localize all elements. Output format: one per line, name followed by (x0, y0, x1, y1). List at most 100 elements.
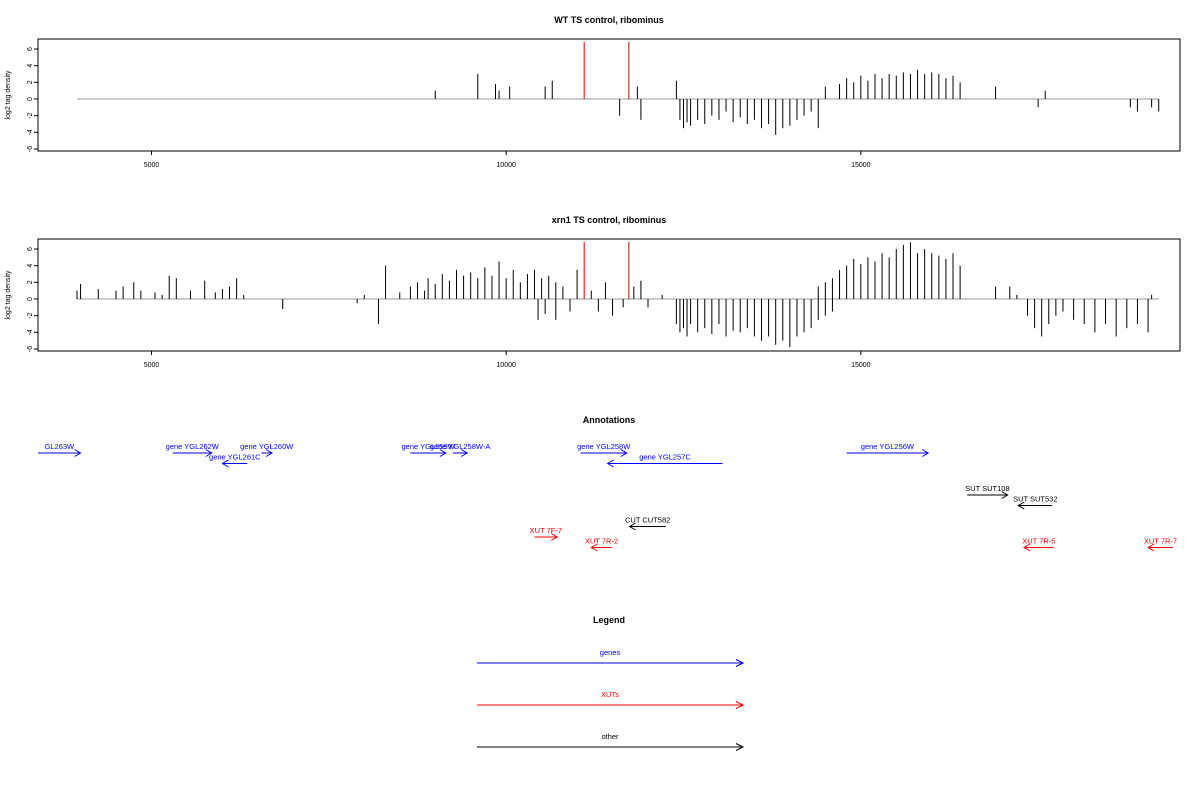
annotation-gene: gene YGL262W (166, 442, 220, 457)
annotations-track: Annotations GL263W gene YGL262W gene YGL26… (38, 415, 1177, 552)
y-tick-label: -6 (27, 146, 34, 152)
panel-wt-y-axis: 6 4 2 0 -2 -4 -6 (27, 47, 38, 152)
arrowhead-icon (74, 449, 82, 457)
y-tick-label: -6 (27, 346, 34, 352)
y-tick-label: -4 (27, 129, 34, 135)
arrowhead-icon (1022, 543, 1031, 552)
legend-items: genes XUTs other (477, 648, 745, 751)
annotation-other: CUT CUT582 (625, 516, 670, 531)
arrowhead-icon (628, 522, 636, 531)
arrowhead-icon (620, 449, 628, 457)
annotations-title: Annotations (583, 415, 636, 425)
arrowhead-icon (921, 449, 930, 457)
arrowhead-icon (439, 449, 447, 457)
annotation-other: SUT SUT108 (965, 484, 1010, 499)
arrowhead-icon (606, 459, 614, 468)
arrowhead-icon (735, 701, 745, 709)
y-tick-label: 4 (27, 64, 34, 68)
y-tick-label: 0 (27, 97, 34, 101)
panel-wt-x-axis: 5000 10000 15000 (144, 151, 871, 169)
legend: Legend genes XUTs other (477, 615, 745, 751)
panel-xrn1-markers (583, 242, 630, 299)
arrowhead-icon (265, 449, 274, 457)
legend-item-other: other (477, 732, 745, 751)
arrowhead-icon (550, 533, 559, 541)
feature-label: gene YGL258W (577, 442, 631, 451)
panel-xrn1-x-axis: 5000 10000 15000 (144, 351, 871, 369)
y-tick-label: 2 (27, 80, 34, 84)
annotation-xut: XUT 7R-2 (585, 537, 618, 552)
feature-label: gene YGL258W-A (430, 442, 491, 451)
arrowhead-icon (221, 459, 229, 468)
x-tick-label: 10000 (496, 162, 516, 169)
legend-item-xut: XUTs (477, 690, 745, 709)
annotation-gene: gene YGL258W-A (430, 442, 491, 457)
panel-wt-bars (434, 69, 1160, 135)
legend-label: other (601, 732, 619, 741)
feature-label: SUT SUT532 (1013, 495, 1057, 504)
y-tick-label: -4 (27, 329, 34, 335)
feature-label: gene YGL260W (240, 442, 294, 451)
annotation-gene: gene YGL257C (606, 453, 723, 468)
feature-label: gene YGL256W (861, 442, 915, 451)
feature-label: gene YGL257C (639, 453, 691, 462)
y-tick-label: 2 (27, 280, 34, 284)
x-tick-label: 5000 (144, 362, 160, 369)
y-tick-label: 6 (27, 47, 34, 51)
arrowhead-icon (1001, 491, 1009, 499)
legend-item-gene: genes (477, 648, 745, 667)
x-tick-label: 10000 (496, 362, 516, 369)
annotation-gene: gene YGL259W (402, 442, 456, 457)
feature-label: gene YGL262W (166, 442, 220, 451)
panel-xrn1-frame (37, 238, 1181, 352)
annotation-gene: GL263W (38, 442, 82, 457)
arrowhead-icon (205, 449, 213, 457)
legend-label: genes (600, 648, 621, 657)
x-tick-label: 15000 (851, 162, 871, 169)
panel-xrn1-y-axis: 6 4 2 0 -2 -4 -6 (27, 247, 38, 352)
y-tick-label: -2 (27, 312, 34, 318)
feature-label: GL263W (44, 442, 75, 451)
y-tick-label: 4 (27, 264, 34, 268)
annotation-gene: gene YGL256W (846, 442, 930, 457)
panel-wt-frame (37, 38, 1181, 152)
panel-xrn1-title: xrn1 TS control, ribominus (552, 215, 667, 225)
arrowhead-icon (460, 449, 469, 457)
feature-label: CUT CUT582 (625, 516, 670, 525)
annotation-xut: XUT 7R-7 (1144, 537, 1177, 552)
legend-label: XUTs (601, 690, 619, 699)
annotation-gene: gene YGL260W (240, 442, 294, 457)
feature-label: XUT 7R-5 (1022, 537, 1055, 546)
y-tick-label: -2 (27, 112, 34, 118)
annotation-other: SUT SUT532 (1013, 495, 1058, 510)
panel-xrn1-ylabel: log2 tag density (5, 270, 12, 320)
y-tick-label: 6 (27, 247, 34, 251)
panel-xrn1-bars (76, 242, 1153, 348)
annotation-gene: gene YGL258W (577, 442, 631, 457)
annotation-gene: gene YGL261C (209, 453, 261, 468)
feature-label: XUT 7F-7 (530, 526, 562, 535)
panel-wt-ylabel: log2 tag density (5, 70, 12, 120)
panel-wt-title: WT TS control, ribominus (554, 15, 664, 25)
arrowhead-icon (735, 743, 745, 751)
arrowhead-icon (1017, 501, 1025, 510)
legend-title: Legend (593, 615, 625, 625)
annotation-xut: XUT 7F-7 (530, 526, 562, 541)
y-tick-label: 0 (27, 297, 34, 301)
arrowhead-icon (590, 543, 598, 552)
feature-label: gene YGL259W (402, 442, 456, 451)
x-tick-label: 5000 (144, 162, 160, 169)
feature-label: XUT 7R-2 (585, 537, 618, 546)
panel-xrn1: xrn1 TS control, ribominus log2 tag dens… (5, 215, 1181, 369)
panel-wt-markers (583, 42, 630, 99)
panel-wt: WT TS control, ribominus log2 tag densit… (5, 15, 1181, 169)
arrowhead-icon (735, 659, 745, 667)
annotation-xut: XUT 7R-5 (1022, 537, 1055, 552)
feature-label: gene YGL261C (209, 453, 261, 462)
x-tick-label: 15000 (851, 362, 871, 369)
annotation-features: GL263W gene YGL262W gene YGL260W gene YGL26… (38, 442, 1177, 552)
feature-label: XUT 7R-7 (1144, 537, 1177, 546)
arrowhead-icon (1147, 543, 1155, 552)
feature-label: SUT SUT108 (965, 484, 1009, 493)
